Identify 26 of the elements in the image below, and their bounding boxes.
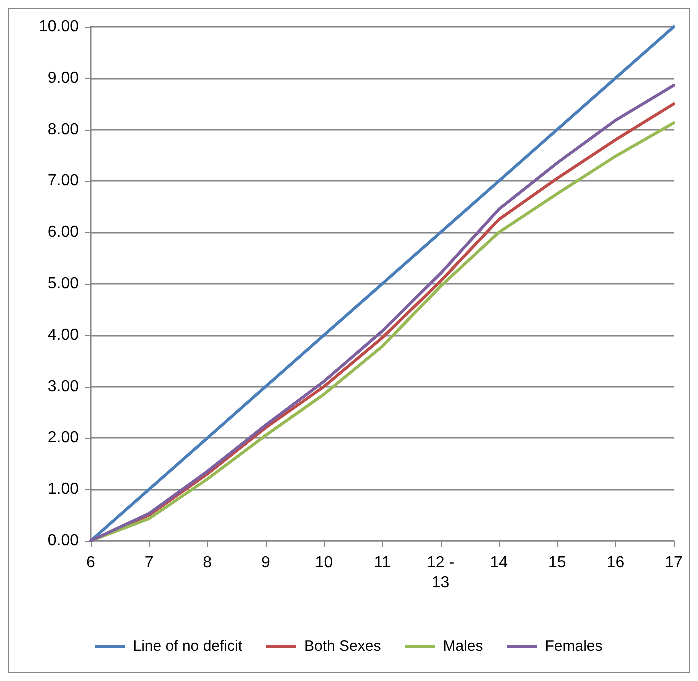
x-tick-label: 6 <box>86 554 96 572</box>
y-tick-label: 0.00 <box>48 532 80 550</box>
y-tick-label: 7.00 <box>48 172 80 190</box>
y-tick-label: 9.00 <box>48 70 80 87</box>
x-tick-label: 7 <box>144 554 154 572</box>
y-tick-label: 4.00 <box>48 326 80 344</box>
x-tick-label: 17 <box>665 554 683 572</box>
y-tick-label: 5.00 <box>48 276 80 292</box>
x-tick-label: 9 <box>261 554 270 572</box>
y-tick-label: 1.00 <box>48 481 80 498</box>
y-tick-label: 2.00 <box>48 430 80 447</box>
legend-label: Line of no deficit <box>133 638 244 655</box>
y-tick-label: 10.00 <box>38 18 80 36</box>
y-tick-label: 6.00 <box>48 224 80 242</box>
legend-label: Females <box>545 638 603 655</box>
x-tick-label: 11 <box>374 554 391 572</box>
legend-label: Males <box>443 638 484 655</box>
x-tick-label: 14 <box>490 554 508 572</box>
legend-label: Both Sexes <box>304 638 382 655</box>
x-tick-label: 8 <box>203 554 212 572</box>
y-tick-label: 8.00 <box>48 121 80 138</box>
y-tick-label: 3.00 <box>48 378 80 396</box>
x-tick-label: 10 <box>315 554 334 572</box>
x-tick-label: 15 <box>548 554 566 572</box>
x-tick-label: 16 <box>606 554 625 572</box>
x-tick-label: 12 - 13 <box>427 554 455 592</box>
